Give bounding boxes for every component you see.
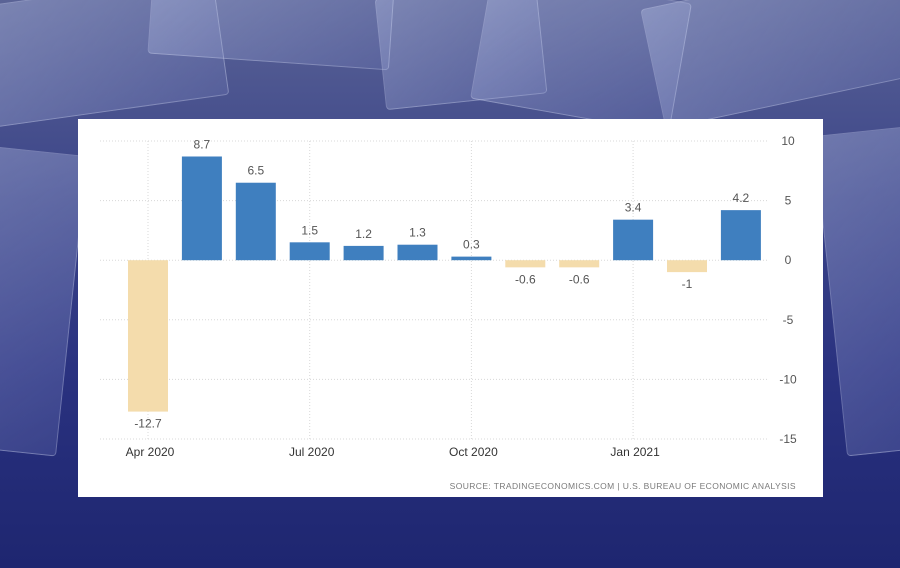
chart-panel: 10 5 0 -5 -10 -15 -12.7 8.7 6.5 1.5 1.2 1.3 0.3 -0.6 -…	[78, 119, 823, 497]
bar-value-label: -1	[682, 277, 693, 291]
bar	[343, 245, 384, 261]
y-tick-label: -5	[783, 313, 794, 327]
bar	[451, 256, 492, 261]
y-tick-label: 10	[781, 134, 795, 148]
y-tick-label: -10	[779, 372, 797, 386]
bar	[667, 260, 707, 273]
bar	[181, 156, 222, 261]
y-tick-label: 0	[785, 253, 792, 267]
x-tick-label: Oct 2020	[449, 445, 498, 459]
bar-value-label: -0.6	[515, 272, 536, 286]
bar-value-label: 0.3	[463, 238, 480, 252]
x-tick-label: Jan 2021	[610, 445, 660, 459]
bar	[128, 260, 168, 412]
bar-value-label: 4.2	[733, 191, 750, 205]
bar	[720, 210, 761, 261]
bar-chart: 10 5 0 -5 -10 -15 -12.7 8.7 6.5 1.5 1.2 1.3 0.3 -0.6 -…	[100, 134, 797, 491]
bar	[613, 219, 654, 261]
bar-value-label: 8.7	[194, 137, 211, 151]
y-tick-label: -15	[779, 432, 797, 446]
bar	[559, 260, 600, 268]
x-tick-label: Jul 2020	[289, 445, 335, 459]
bar-value-label: 1.3	[409, 226, 426, 240]
background-bill	[640, 0, 900, 129]
background-bill	[813, 125, 900, 457]
bar-value-label: 6.5	[247, 164, 264, 178]
bar-value-label: -12.7	[134, 417, 162, 431]
bar-value-label: 1.2	[355, 227, 372, 241]
bar-value-label: -0.6	[569, 272, 590, 286]
bar-value-label: 3.4	[625, 201, 642, 215]
bar	[289, 242, 330, 261]
source-label: SOURCE: TRADINGECONOMICS.COM | U.S. BURE…	[450, 481, 796, 491]
x-tick-label: Apr 2020	[126, 445, 175, 459]
y-tick-label: 5	[785, 194, 792, 208]
bar	[505, 260, 546, 268]
bar-value-label: 1.5	[301, 223, 318, 237]
background-bill	[0, 145, 88, 457]
bar	[397, 244, 438, 261]
bar	[235, 182, 276, 261]
